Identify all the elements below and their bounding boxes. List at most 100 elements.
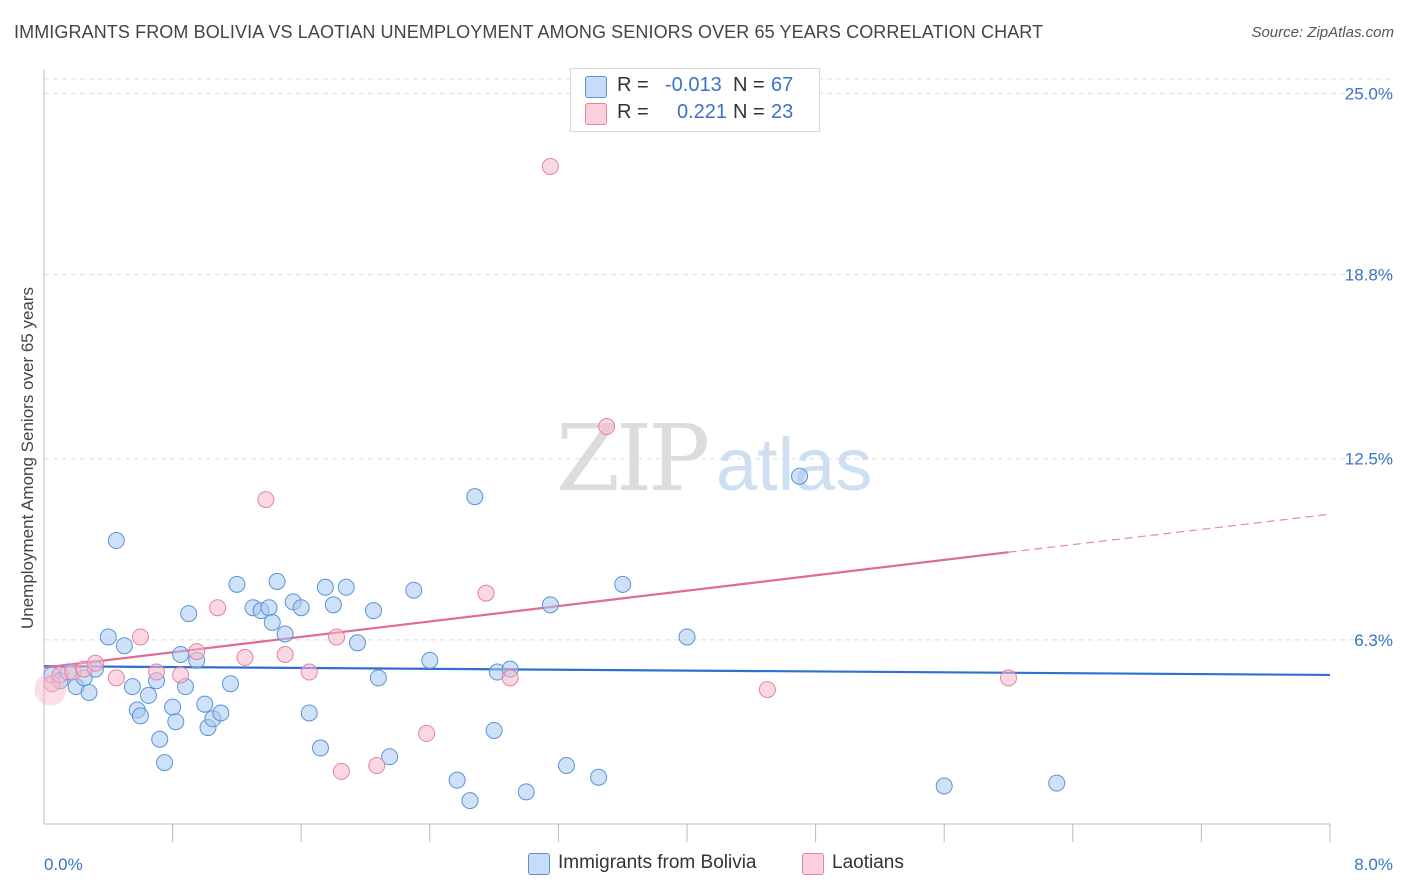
bolivia-point xyxy=(557,757,575,775)
bolivia-point xyxy=(228,575,246,593)
trend-layer xyxy=(43,513,1331,677)
laotian-trend-extension xyxy=(1008,513,1331,553)
legend-swatch-bolivia xyxy=(528,853,550,875)
y-tick-label: 25.0% xyxy=(1345,84,1393,103)
bolivia-point xyxy=(221,675,239,693)
laotian-point xyxy=(257,491,275,509)
bolivia-point xyxy=(541,596,559,614)
laotian-point xyxy=(276,645,294,663)
bolivia-point xyxy=(107,532,125,550)
n-value: 23 xyxy=(771,101,794,123)
r-label: R = xyxy=(617,74,649,96)
laotian-point xyxy=(368,757,386,775)
laotian-point xyxy=(501,669,519,687)
laotian-point xyxy=(332,762,350,780)
laotian-point xyxy=(418,724,436,742)
points-layer xyxy=(34,157,1066,810)
laotian-cluster-point xyxy=(34,673,67,706)
laotian-point xyxy=(477,584,495,602)
bolivia-point xyxy=(448,771,466,789)
laotian-point xyxy=(758,681,776,699)
bolivia-point xyxy=(139,686,157,704)
bolivia-point xyxy=(212,704,230,722)
laotian-point xyxy=(1000,669,1017,687)
laotian-point xyxy=(107,669,125,687)
n-label: N = xyxy=(733,101,765,123)
laotian-point xyxy=(236,648,254,666)
correlation-legend: R = -0.013 N = 67 R = 0.221 N = 23 xyxy=(570,68,820,132)
bolivia-point xyxy=(268,572,286,590)
watermark-zip: ZIP xyxy=(556,405,707,512)
y-tick-label: 12.5% xyxy=(1345,450,1393,469)
bolivia-point xyxy=(115,637,133,655)
r-value: -0.013 xyxy=(665,74,722,96)
bolivia-point xyxy=(348,634,366,652)
bolivia-point xyxy=(590,768,608,786)
bolivia-point xyxy=(80,683,98,701)
bolivia-point xyxy=(311,739,329,757)
watermark-atlas: atlas xyxy=(716,423,872,506)
bolivia-point xyxy=(196,695,214,713)
laotian-trend-line xyxy=(43,551,1009,669)
bolivia-point xyxy=(365,602,383,620)
source-note: Source: ZipAtlas.com xyxy=(1251,24,1394,41)
x-tick-label: 8.0% xyxy=(1354,855,1393,874)
laotian-point xyxy=(328,628,346,646)
n-label: N = xyxy=(733,74,765,96)
laotian-point xyxy=(188,643,206,661)
bolivia-point xyxy=(263,613,281,631)
bolivia-point xyxy=(276,625,294,643)
bolivia-point xyxy=(935,777,953,795)
bolivia-point xyxy=(180,605,198,623)
bolivia-point xyxy=(151,730,169,748)
bolivia-point xyxy=(316,578,334,596)
bolivia-point xyxy=(99,628,117,646)
y-tick-label: 6.3% xyxy=(1354,631,1393,650)
r-value: 0.221 xyxy=(677,101,728,123)
bolivia-point xyxy=(300,704,318,722)
bolivia-point xyxy=(1048,774,1066,792)
laotian-point xyxy=(148,663,166,681)
grid-layer xyxy=(44,78,1390,641)
laotian-point xyxy=(598,418,616,436)
tick-label-layer: 6.3% 12.5% 18.8% 25.0% 0.0% 8.0% xyxy=(44,84,1393,874)
bolivia-point xyxy=(164,698,182,716)
legend-label-bolivia: Immigrants from Bolivia xyxy=(558,852,757,873)
axis-layer xyxy=(43,70,1331,842)
watermark-layer: ZIP atlas xyxy=(556,405,872,512)
chart-title: IMMIGRANTS FROM BOLIVIA VS LAOTIAN UNEMP… xyxy=(14,22,1044,42)
bolivia-trend-line xyxy=(43,665,1331,677)
y-tick-label: 18.8% xyxy=(1345,266,1393,285)
legend-swatch-laotians xyxy=(585,103,607,125)
legend-label-laotians: Laotians xyxy=(832,852,904,873)
bolivia-point xyxy=(292,599,310,617)
r-label: R = xyxy=(617,101,649,123)
laotian-point xyxy=(131,628,149,646)
bolivia-point xyxy=(678,628,696,646)
bolivia-point xyxy=(405,581,423,599)
laotian-point xyxy=(172,666,190,684)
laotian-point xyxy=(541,157,559,175)
bolivia-point xyxy=(131,707,149,725)
x-tick-label: 0.0% xyxy=(44,855,83,874)
laotian-point xyxy=(300,663,318,681)
bolivia-point xyxy=(485,721,503,739)
laotian-point xyxy=(86,654,104,672)
bolivia-point xyxy=(614,575,632,593)
legend-swatch-laotians xyxy=(802,853,824,875)
bolivia-point xyxy=(466,488,484,506)
bolivia-point xyxy=(172,645,190,663)
bolivia-point xyxy=(461,792,479,810)
bolivia-point xyxy=(337,578,355,596)
bolivia-point xyxy=(324,596,342,614)
n-value: 67 xyxy=(771,74,794,96)
bolivia-point xyxy=(517,783,535,801)
bolivia-point xyxy=(421,651,439,669)
laotian-point xyxy=(209,599,227,617)
bolivia-point xyxy=(156,754,174,772)
bolivia-point xyxy=(260,599,278,617)
bolivia-point xyxy=(123,678,141,696)
bolivia-point xyxy=(167,713,185,731)
bolivia-point xyxy=(791,467,809,485)
